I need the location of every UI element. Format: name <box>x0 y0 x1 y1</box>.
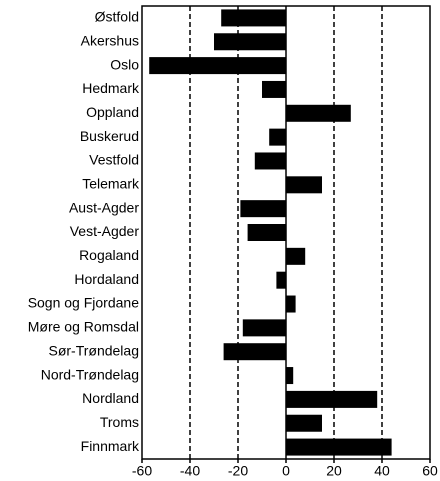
bar <box>286 390 378 408</box>
bar <box>240 200 286 218</box>
bar <box>254 152 286 170</box>
bar <box>286 414 322 432</box>
x-tick-label: 60 <box>422 463 438 479</box>
x-tick-label: -40 <box>180 463 200 479</box>
bar <box>286 176 322 194</box>
bar <box>286 295 296 313</box>
x-tick-label: 0 <box>282 463 290 479</box>
plot-frame <box>141 5 431 460</box>
bar <box>262 80 286 98</box>
y-tick-label: Buskerud <box>80 128 139 144</box>
y-tick-label: Oppland <box>86 104 139 120</box>
y-tick-label: Nordland <box>82 390 139 406</box>
bar <box>223 343 286 361</box>
x-tick-label: 20 <box>326 463 342 479</box>
y-tick-label: Sør-Trøndelag <box>48 342 139 358</box>
bar <box>247 224 286 241</box>
bar <box>269 128 286 146</box>
y-tick-label: Østfold <box>95 9 139 25</box>
x-tick-label: 40 <box>374 463 390 479</box>
bar <box>214 33 286 51</box>
bar <box>149 57 286 75</box>
y-tick-label: Sogn og Fjordane <box>28 295 140 311</box>
y-tick-label: Troms <box>100 414 139 430</box>
bar <box>286 438 392 456</box>
y-tick-label: Aust-Agder <box>69 199 139 215</box>
y-tick-label: Oslo <box>110 56 139 72</box>
bar <box>286 367 294 385</box>
y-tick-label: Hedmark <box>82 80 140 96</box>
y-tick-label: Nord-Trøndelag <box>41 366 139 382</box>
x-tick-label: -20 <box>228 463 248 479</box>
bar <box>286 104 351 122</box>
y-tick-label: Hordaland <box>74 271 139 287</box>
y-tick-label: Telemark <box>82 176 140 192</box>
y-tick-label: Rogaland <box>79 247 139 263</box>
y-tick-label: Akershus <box>81 32 139 48</box>
bar <box>276 271 286 289</box>
y-tick-label: Vestfold <box>89 152 139 168</box>
y-tick-label: Vest-Agder <box>70 223 140 239</box>
x-tick-label: -60 <box>132 463 152 479</box>
y-tick-label: Møre og Romsdal <box>28 319 139 335</box>
y-tick-label: Finnmark <box>81 438 140 454</box>
bar <box>242 319 286 337</box>
bar <box>286 247 306 265</box>
bar <box>221 9 286 27</box>
